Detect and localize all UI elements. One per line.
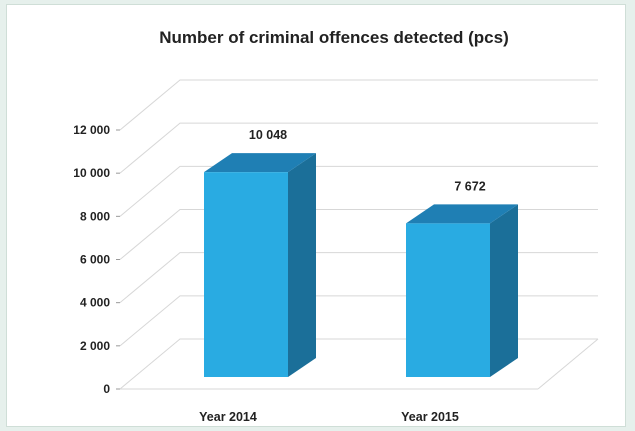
- y-tick-label: 12 000: [73, 123, 110, 137]
- bar-top-face: [204, 153, 316, 173]
- data-label: 7 672: [454, 179, 485, 193]
- bar: [204, 153, 316, 377]
- floor-side-edge: [537, 338, 599, 390]
- gridline: [119, 252, 598, 304]
- gridline: [119, 209, 598, 260]
- data-label: 10 048: [249, 128, 287, 142]
- y-tick-label: 8 000: [80, 209, 110, 223]
- y-tick-label: 4 000: [80, 296, 110, 310]
- gridline: [119, 165, 598, 217]
- bar-side-face: [490, 204, 518, 377]
- gridline: [119, 295, 598, 347]
- y-tick-label: 10 000: [73, 166, 110, 180]
- y-tick-label: 6 000: [80, 253, 110, 267]
- bar: [406, 204, 518, 377]
- bar-front-face: [204, 172, 288, 377]
- gridline: [119, 122, 598, 174]
- y-tick-label: 2 000: [80, 339, 110, 353]
- bar-side-face: [288, 153, 316, 377]
- y-tick-label: 0: [103, 382, 110, 396]
- x-category-label: Year 2014: [199, 410, 257, 424]
- bar-front-face: [406, 223, 490, 377]
- x-category-label: Year 2015: [401, 410, 459, 424]
- chart-title: Number of criminal offences detected (pc…: [159, 28, 509, 47]
- gridline: [119, 79, 598, 131]
- gridline: [119, 338, 598, 390]
- bar-top-face: [406, 204, 518, 224]
